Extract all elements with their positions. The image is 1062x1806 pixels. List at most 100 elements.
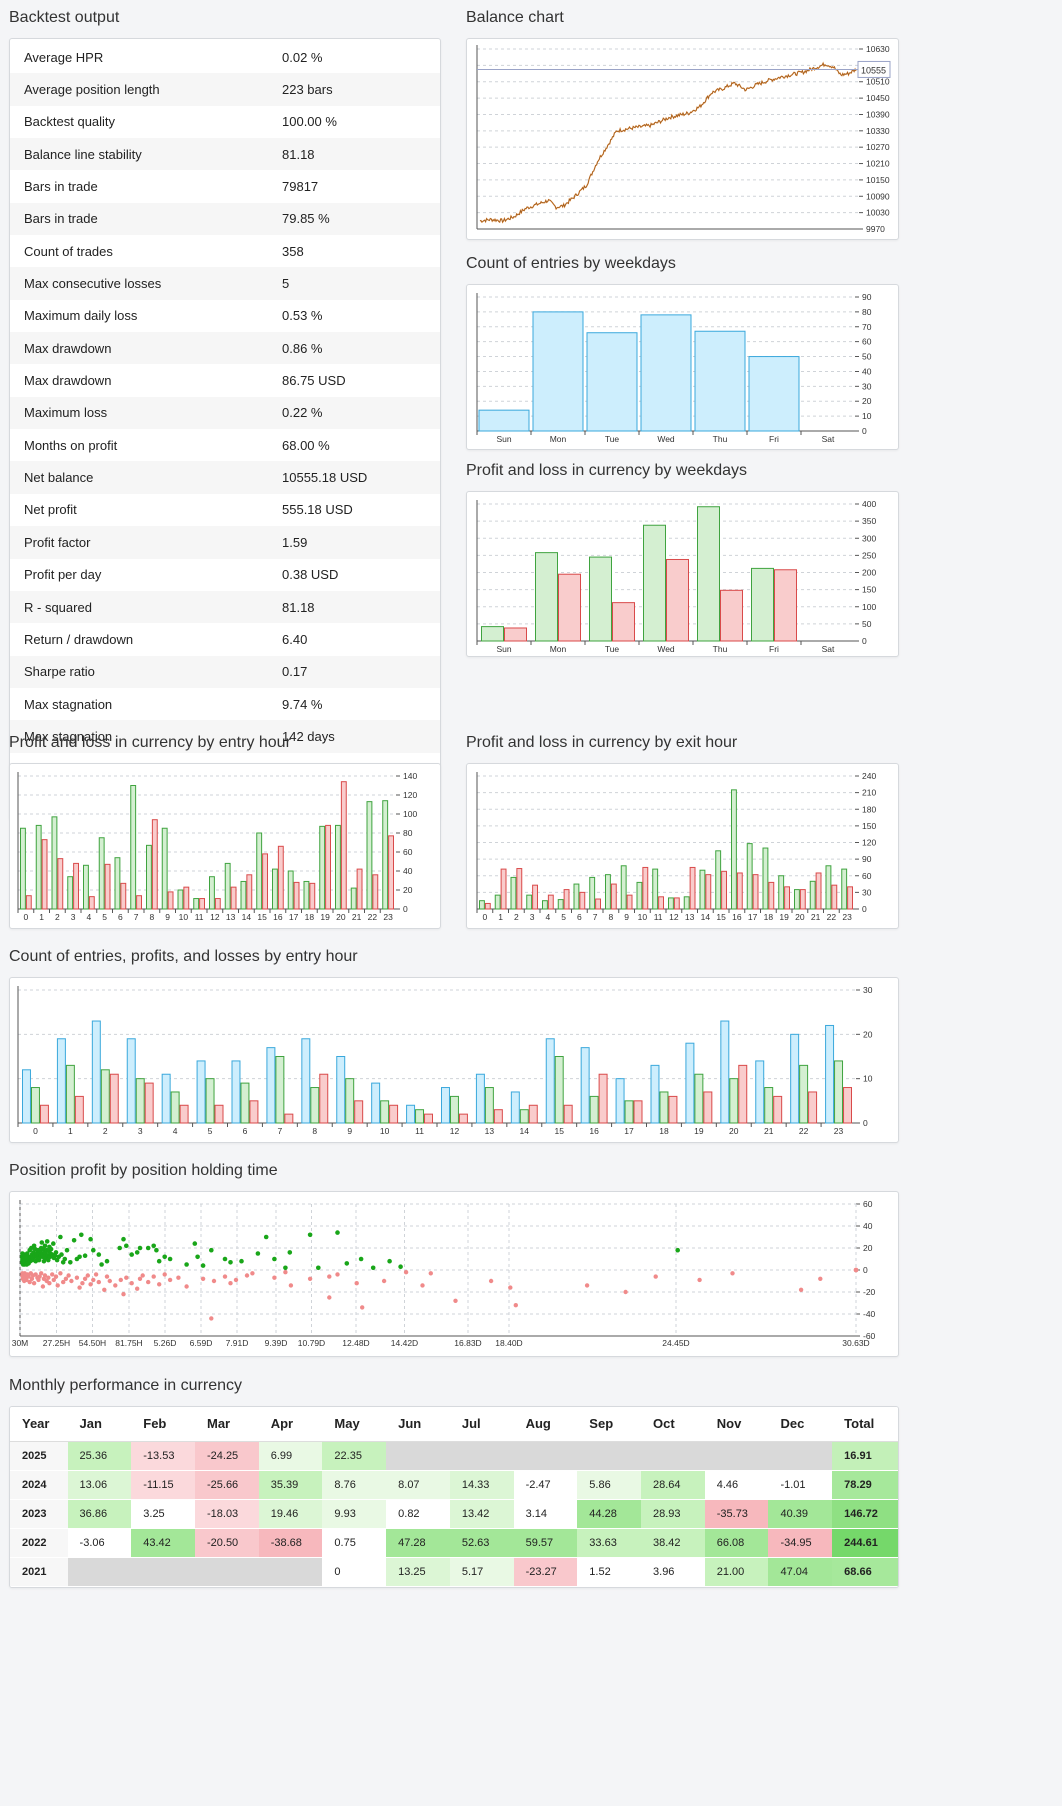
- stat-value: 0.38 USD: [282, 567, 339, 583]
- x-tick-label: 17: [624, 1126, 634, 1136]
- stat-label: Maximum loss: [10, 396, 274, 430]
- x-tick-label: 2: [55, 912, 60, 922]
- profit-point: [77, 1254, 82, 1260]
- loss-point: [58, 1271, 63, 1276]
- stat-row: Return / drawdown 6.40: [10, 623, 440, 655]
- bar-profit: [345, 1078, 355, 1124]
- bar-count: [755, 1060, 765, 1124]
- stat-label: Return / drawdown: [24, 631, 134, 647]
- bar-profit: [825, 865, 832, 910]
- bar-profit: [510, 876, 517, 910]
- perf-month-cell: 13.06: [67, 1470, 132, 1500]
- profit-point: [222, 1256, 228, 1262]
- profit-point: [71, 1238, 77, 1243]
- loss-point: [327, 1274, 332, 1279]
- perf-month-cell: -13.53: [131, 1441, 195, 1471]
- x-tick-label: 3: [530, 912, 535, 922]
- bar-profit: [519, 1109, 529, 1124]
- bar-loss: [610, 883, 617, 910]
- bar-profit: [697, 506, 720, 642]
- perf-total-cell: 68.66: [832, 1557, 898, 1587]
- profit-point: [121, 1236, 126, 1242]
- x-tick-label: 30.63D: [842, 1338, 869, 1348]
- bar-loss: [668, 1095, 678, 1124]
- y-tick-label: 50: [862, 352, 872, 362]
- stat-value: 358: [282, 243, 304, 259]
- x-tick-label: 22: [368, 912, 378, 922]
- y-tick-label: 240: [862, 771, 876, 781]
- perf-month-cell: [768, 1441, 833, 1471]
- x-tick-label: 23: [383, 912, 393, 922]
- bar-count: [161, 1073, 171, 1124]
- profit-point: [129, 1252, 134, 1257]
- y-tick-label: 400: [862, 499, 876, 509]
- bar-count: [650, 1064, 660, 1124]
- bar-count: [22, 1069, 31, 1124]
- bar-count: [91, 1020, 101, 1124]
- bar-loss: [808, 1091, 818, 1124]
- loss-point: [200, 1276, 206, 1281]
- profit-point: [145, 1245, 151, 1251]
- bar-loss: [458, 1113, 468, 1124]
- y-tick-label: -20: [863, 1287, 876, 1297]
- profit-point: [51, 1241, 56, 1246]
- loss-point: [88, 1282, 93, 1287]
- y-tick-label: 180: [862, 804, 876, 814]
- x-tick-label: 7: [134, 912, 139, 922]
- y-tick-label: 10450: [866, 93, 890, 103]
- bar-loss: [738, 1064, 748, 1124]
- stat-value: 0.17: [274, 655, 440, 688]
- perf-month-cell: 25.36: [67, 1441, 132, 1471]
- bar-loss: [563, 889, 570, 910]
- perf-month-cell: 9.93: [322, 1499, 387, 1529]
- bar-loss: [689, 866, 696, 910]
- x-tick-label: 1: [39, 912, 44, 922]
- perf-month-cell: 21.00: [704, 1557, 769, 1587]
- y-tick-label: 100: [862, 602, 876, 612]
- loss-point: [428, 1271, 433, 1276]
- perf-row: 2025 25.36 -13.53 -24.25 6.99 22.35 16.91: [10, 1441, 898, 1471]
- perf-month-cell: 47.04: [768, 1557, 833, 1587]
- loss-point: [327, 1295, 332, 1300]
- bar-profit: [65, 1064, 75, 1124]
- stat-row: Maximum daily loss 0.53 %: [10, 300, 440, 332]
- weekday-count-section: Count of entries by weekdays 0 10 20 30 40 50…: [466, 254, 899, 450]
- bar-profit: [778, 875, 785, 910]
- holding-time-title: Position profit by position holding time: [9, 1162, 278, 1179]
- loss-point: [77, 1285, 82, 1290]
- loss-point: [33, 1272, 38, 1277]
- bar-profit: [605, 874, 611, 910]
- bar-loss: [752, 874, 759, 910]
- holding-time-panel: -60 -40 -20 0 20 40 60 30M 27.25H 54.50H 81.75H 5.2…: [9, 1191, 899, 1357]
- stat-row: Net profit 555.18 USD: [10, 494, 440, 526]
- bar-loss: [547, 894, 554, 910]
- perf-total-cell: 16.91: [832, 1441, 898, 1471]
- exit-hour-pl-panel: 0 30 60 90 120 150 180 210 240 0 1 2 3 4 5 6 7 8 9 10 11 12 13…: [466, 763, 899, 929]
- loss-point: [818, 1276, 823, 1281]
- bar-profit: [303, 880, 310, 910]
- perf-month-cell: 36.86: [67, 1499, 132, 1529]
- stat-value: 81.18: [274, 138, 440, 171]
- loss-point: [51, 1277, 56, 1283]
- stat-row: Max consecutive losses 5: [10, 267, 440, 300]
- y-tick-label: 0: [863, 1265, 868, 1275]
- loss-point: [74, 1275, 80, 1280]
- profit-point: [99, 1262, 104, 1267]
- x-tick-label: 0: [483, 912, 488, 922]
- profit-point: [255, 1251, 261, 1256]
- y-tick-label: 300: [862, 533, 876, 543]
- x-tick-label: 20: [336, 912, 346, 922]
- y-tick-label: 150: [862, 585, 876, 595]
- bar-count: [586, 332, 638, 432]
- stat-row: Bars in trade 79817: [10, 170, 440, 202]
- bar-loss: [262, 853, 268, 910]
- stat-value: 10555.18 USD: [274, 461, 440, 494]
- loss-point: [244, 1273, 250, 1278]
- stat-value: 555.18 USD: [282, 502, 353, 518]
- bar-profit: [715, 850, 722, 910]
- bar-profit: [240, 1082, 250, 1124]
- bar-profit: [146, 844, 152, 910]
- stat-row: Max drawdown 86.75 USD: [10, 364, 440, 396]
- y-tick-label: 150: [862, 821, 876, 831]
- bar-profit: [589, 876, 596, 910]
